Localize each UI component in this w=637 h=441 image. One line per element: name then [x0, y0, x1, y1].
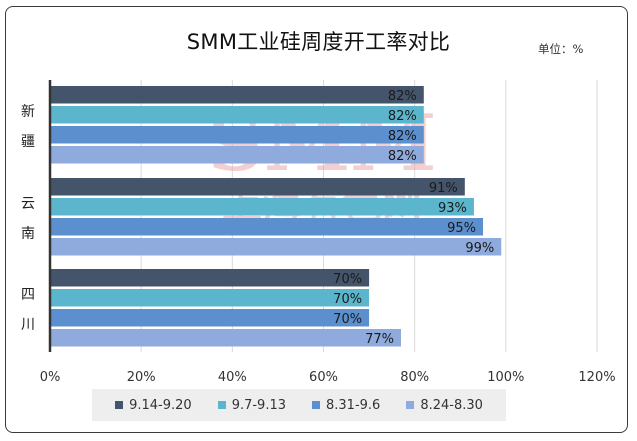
- bar: [50, 238, 502, 256]
- legend-swatch: [312, 401, 320, 409]
- bar: [50, 146, 424, 164]
- legend-label: 9.7-9.13: [231, 397, 286, 413]
- data-label: 95%: [447, 221, 476, 236]
- bar: [50, 198, 474, 216]
- data-label: 70%: [333, 272, 362, 287]
- x-tick-label: 0%: [40, 370, 61, 385]
- category-label: 疆: [21, 134, 35, 150]
- unit-label: 单位：%: [538, 42, 584, 56]
- data-label: 82%: [388, 149, 417, 164]
- legend-label: 8.24-8.30: [420, 397, 483, 413]
- chart-title: SMM工业硅周度开工率对比: [186, 30, 451, 54]
- x-tick-label: 100%: [487, 370, 524, 385]
- data-label: 77%: [365, 332, 394, 347]
- bar: [50, 329, 401, 347]
- legend-item: 9.7-9.13: [217, 397, 286, 413]
- bar: [50, 126, 424, 144]
- chart-legend: 9.14-9.20 9.7-9.13 8.31-9.6 8.24-8.30: [92, 389, 506, 421]
- data-label: 70%: [333, 312, 362, 327]
- legend-label: 9.14-9.20: [129, 397, 192, 413]
- bar: [50, 289, 370, 307]
- data-label: 82%: [388, 129, 417, 144]
- x-tick-label: 40%: [218, 370, 247, 385]
- legend-label: 8.31-9.6: [326, 397, 381, 413]
- bar: [50, 106, 424, 124]
- legend-item: 8.24-8.30: [406, 398, 483, 413]
- data-label: 70%: [333, 292, 362, 307]
- category-label: 四: [21, 287, 35, 303]
- bar: [50, 178, 465, 196]
- category-label: 新: [21, 104, 35, 120]
- data-label: 91%: [429, 181, 458, 196]
- legend-swatch: [406, 401, 415, 409]
- category-label: 云: [21, 196, 35, 212]
- data-label: 82%: [388, 89, 417, 104]
- data-label: 99%: [465, 241, 494, 256]
- x-tick-label: 80%: [400, 370, 429, 385]
- legend-item: 9.14-9.20: [115, 398, 192, 413]
- bar: [50, 269, 370, 287]
- x-tick-label: 120%: [578, 370, 615, 385]
- bar: [50, 86, 424, 104]
- legend-swatch: [115, 401, 124, 409]
- x-tick-label: 60%: [309, 370, 338, 385]
- data-label: 93%: [438, 201, 467, 216]
- category-label: 南: [21, 226, 35, 242]
- bar: [50, 309, 370, 327]
- legend-item: 8.31-9.6: [312, 398, 380, 413]
- category-label: 川: [21, 317, 35, 333]
- bar: [50, 218, 484, 236]
- x-tick-label: 20%: [127, 370, 156, 385]
- data-label: 82%: [388, 109, 417, 124]
- legend-swatch: [217, 401, 226, 409]
